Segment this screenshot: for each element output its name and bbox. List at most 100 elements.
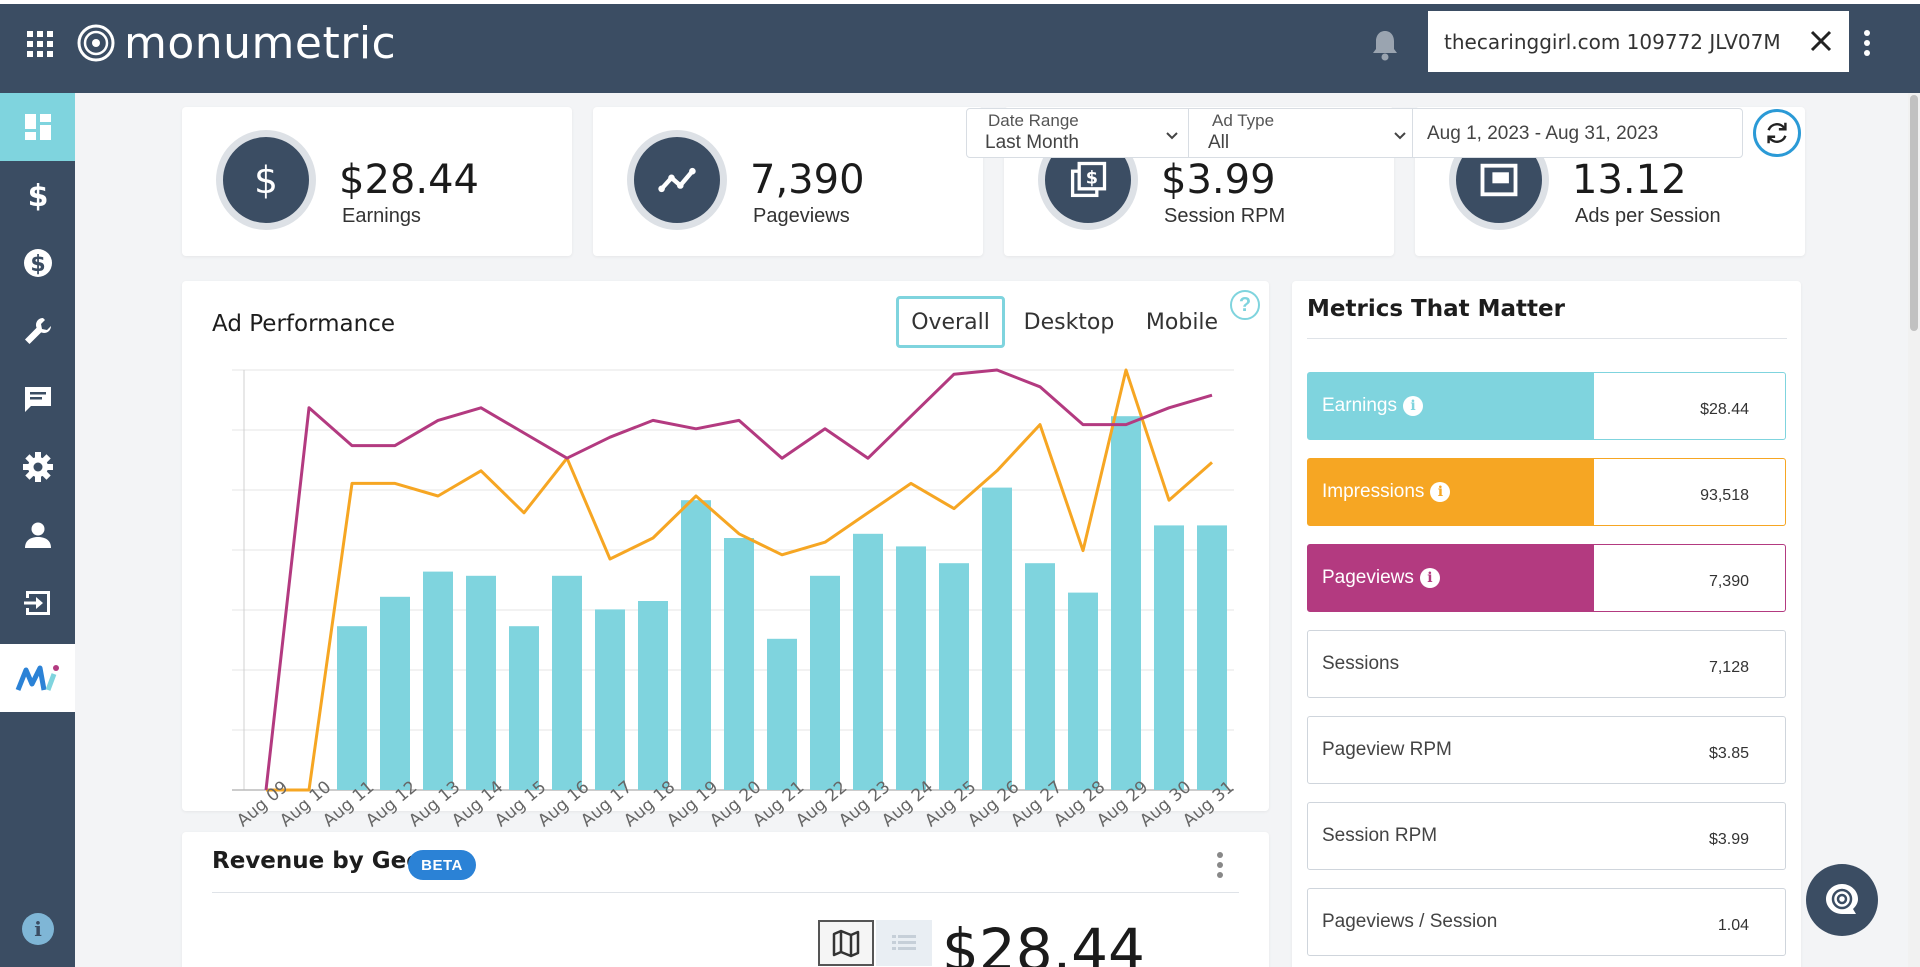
metric-row[interactable]: Pageviews / Session 1.04 (1307, 888, 1786, 956)
chart-bar (552, 575, 582, 790)
logo[interactable]: monumetric (76, 18, 396, 69)
chat-button[interactable] (1806, 864, 1878, 936)
tab-overall[interactable]: Overall (896, 296, 1005, 348)
chart-bar (1154, 525, 1184, 790)
metric-label-text: Sessions (1322, 653, 1400, 674)
sidebar-item-account[interactable] (0, 501, 75, 569)
bell-icon[interactable] (1370, 28, 1400, 62)
list-icon (892, 935, 916, 950)
metric-fill (1308, 459, 1594, 525)
chart-bar (1111, 416, 1141, 790)
sidebar-item-earnings[interactable]: $ (0, 161, 75, 229)
stat-value: $28.44 (339, 157, 479, 203)
date-range-value: Last Month (985, 132, 1079, 153)
window-icon (1480, 163, 1518, 197)
trend-line-icon (658, 167, 696, 193)
tab-mobile[interactable]: Mobile (1145, 309, 1219, 335)
metric-row[interactable]: Sessions 7,128 (1307, 630, 1786, 698)
metric-label: Pageview RPM (1322, 739, 1452, 761)
metric-label: Sessions (1322, 653, 1399, 675)
sidebar-item-messages[interactable] (0, 365, 75, 433)
info-icon[interactable]: i (22, 913, 54, 945)
sidebar-item-tools[interactable] (0, 297, 75, 365)
sidebar-item-dashboard[interactable] (0, 93, 75, 161)
info-icon[interactable]: i (1419, 568, 1440, 588)
site-selector[interactable]: thecaringgirl.com 109772 JLV07M (1428, 11, 1849, 72)
stat-value: $3.99 (1161, 157, 1276, 203)
svg-text:$: $ (30, 252, 45, 277)
dollar-icon: $ (27, 179, 48, 211)
list-view-button[interactable] (876, 920, 932, 966)
metric-value: 7,390 (1708, 573, 1749, 590)
geo-total-value: $28.44 (942, 916, 1145, 967)
sidebar-item-brand[interactable] (0, 644, 75, 712)
revenue-geo-panel (182, 832, 1269, 967)
chart-bar (982, 487, 1012, 790)
more-menu-icon[interactable] (1860, 30, 1874, 60)
dollar-circle-icon: $ (23, 249, 52, 277)
chevron-down-icon (1166, 132, 1178, 140)
sidebar: $ $ (0, 93, 75, 967)
metrics-title: Metrics That Matter (1307, 296, 1565, 322)
chart-bar (896, 546, 926, 790)
wrench-icon (24, 318, 51, 344)
chart-bar (853, 533, 883, 790)
chart-bar (638, 601, 668, 790)
sidebar-item-logout[interactable] (0, 569, 75, 637)
top-strip (0, 0, 1920, 4)
metric-row[interactable]: Session RPM $3.99 (1307, 802, 1786, 870)
refresh-button[interactable] (1753, 109, 1801, 157)
metric-row[interactable]: Pageview RPM $3.85 (1307, 716, 1786, 784)
map-view-button[interactable] (818, 920, 874, 966)
revenue-geo-title: Revenue by Geo (212, 848, 422, 874)
metric-label: Pageviews / Session (1322, 911, 1497, 933)
stat-value: 7,390 (750, 157, 865, 203)
geo-divider (212, 892, 1239, 893)
metric-label: Pageviews i (1322, 567, 1440, 589)
user-icon (24, 522, 51, 548)
sidebar-item-payments[interactable]: $ (0, 229, 75, 297)
chart-bar (939, 563, 969, 790)
beta-badge: BETA (408, 850, 476, 880)
dashboard-icon (24, 114, 51, 140)
message-icon (24, 387, 51, 412)
top-bar: monumetric thecaringgirl.com 109772 JLV0… (0, 0, 1920, 93)
metric-fill (1308, 545, 1594, 611)
sidebar-item-settings[interactable] (0, 433, 75, 501)
metric-row[interactable]: Earnings i $28.44 (1307, 372, 1786, 440)
ad-type-value: All (1208, 132, 1230, 153)
date-span-value: Aug 1, 2023 - Aug 31, 2023 (1427, 123, 1659, 144)
metric-value: 93,518 (1700, 487, 1749, 504)
money-stack-icon: $ (1070, 161, 1107, 198)
metric-row[interactable]: Impressions i 93,518 (1307, 458, 1786, 526)
chart-bar (595, 609, 625, 790)
geo-more-icon[interactable] (1213, 852, 1227, 882)
chat-icon (1826, 884, 1858, 914)
metric-label-text: Pageviews / Session (1322, 911, 1498, 932)
metric-row[interactable]: Pageviews i 7,390 (1307, 544, 1786, 612)
help-icon[interactable]: ? (1230, 290, 1260, 320)
info-icon[interactable]: i (1430, 482, 1451, 502)
svg-text:$: $ (254, 158, 278, 202)
close-icon[interactable] (1805, 25, 1837, 57)
metric-label-text: Pageviews (1322, 567, 1414, 588)
metric-value: $3.85 (1708, 745, 1749, 762)
date-range-select[interactable]: Date Range Last Month (967, 109, 1188, 157)
chevron-down-icon (1394, 132, 1406, 140)
stat-card-pageviews: 7,390 Pageviews (593, 107, 983, 256)
metrics-divider (1307, 338, 1787, 339)
monumetric-brand-icon (15, 665, 59, 691)
ad-type-select[interactable]: Ad Type All (1189, 109, 1411, 157)
chart-bar (810, 575, 840, 790)
info-icon[interactable]: i (1403, 396, 1423, 416)
metric-label-text: Pageview RPM (1322, 739, 1452, 760)
tab-desktop[interactable]: Desktop (1023, 309, 1115, 335)
scrollbar-thumb[interactable] (1910, 95, 1918, 331)
date-span-picker[interactable]: Aug 1, 2023 - Aug 31, 2023 (1413, 109, 1743, 157)
metric-label-text: Session RPM (1322, 825, 1438, 846)
apps-grid-icon[interactable] (27, 31, 53, 57)
map-icon (832, 929, 860, 958)
metric-label-text: Earnings (1322, 395, 1397, 416)
